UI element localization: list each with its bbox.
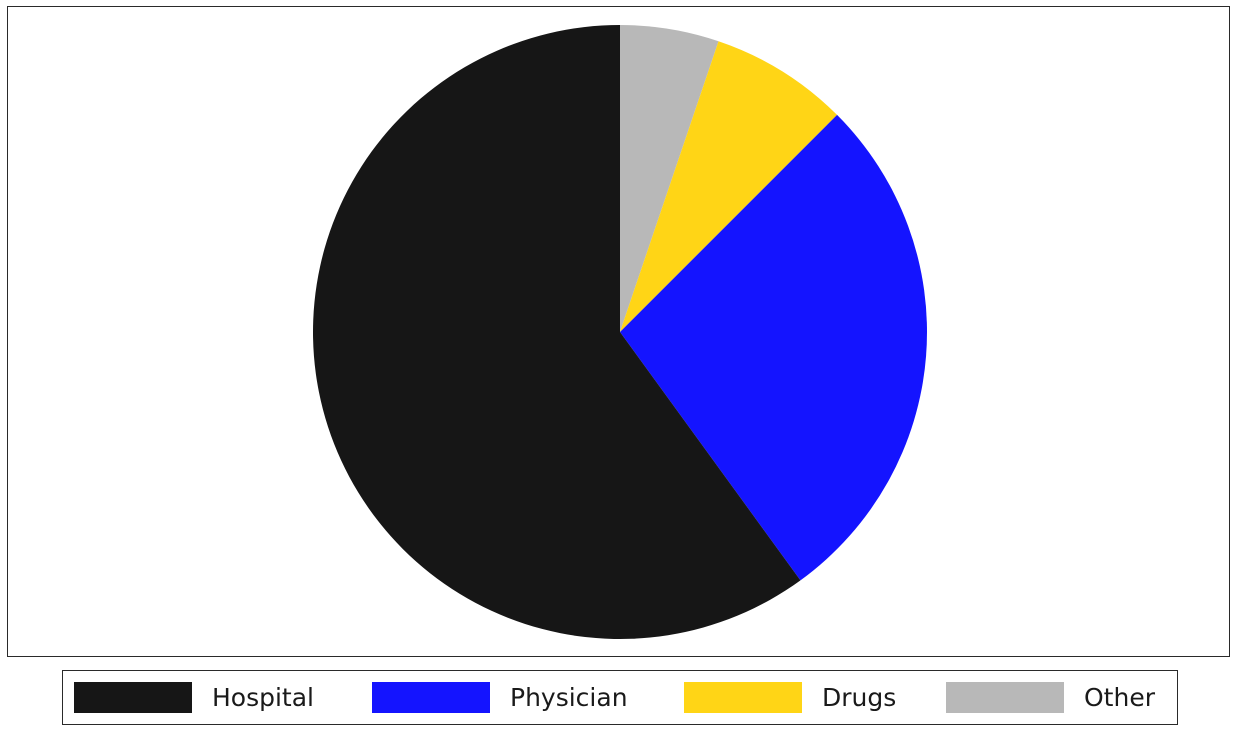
legend-label-hospital: Hospital (212, 682, 315, 712)
legend-item-hospital: Hospital (74, 671, 314, 723)
legend-item-physician: Physician (372, 671, 628, 723)
pie-slice-drugs (620, 41, 838, 333)
legend-item-drugs: Drugs (684, 671, 896, 723)
legend-label-physician: Physician (510, 682, 628, 712)
legend-swatch-hospital (74, 681, 192, 713)
legend-swatch-drugs (684, 681, 802, 713)
legend-item-other: Other (946, 671, 1155, 723)
legend-swatch-physician (372, 681, 490, 713)
legend-label-drugs: Drugs (822, 682, 897, 712)
plot-area (7, 6, 1230, 657)
pie-slice-hospital (312, 25, 801, 640)
pie-chart (312, 25, 927, 640)
legend: Hospital Physician Drugs Other (62, 670, 1178, 725)
legend-swatch-other (946, 681, 1064, 713)
pie-slice-other (620, 25, 719, 332)
pie-slice-physician (620, 114, 927, 581)
legend-label-other: Other (1084, 682, 1155, 712)
